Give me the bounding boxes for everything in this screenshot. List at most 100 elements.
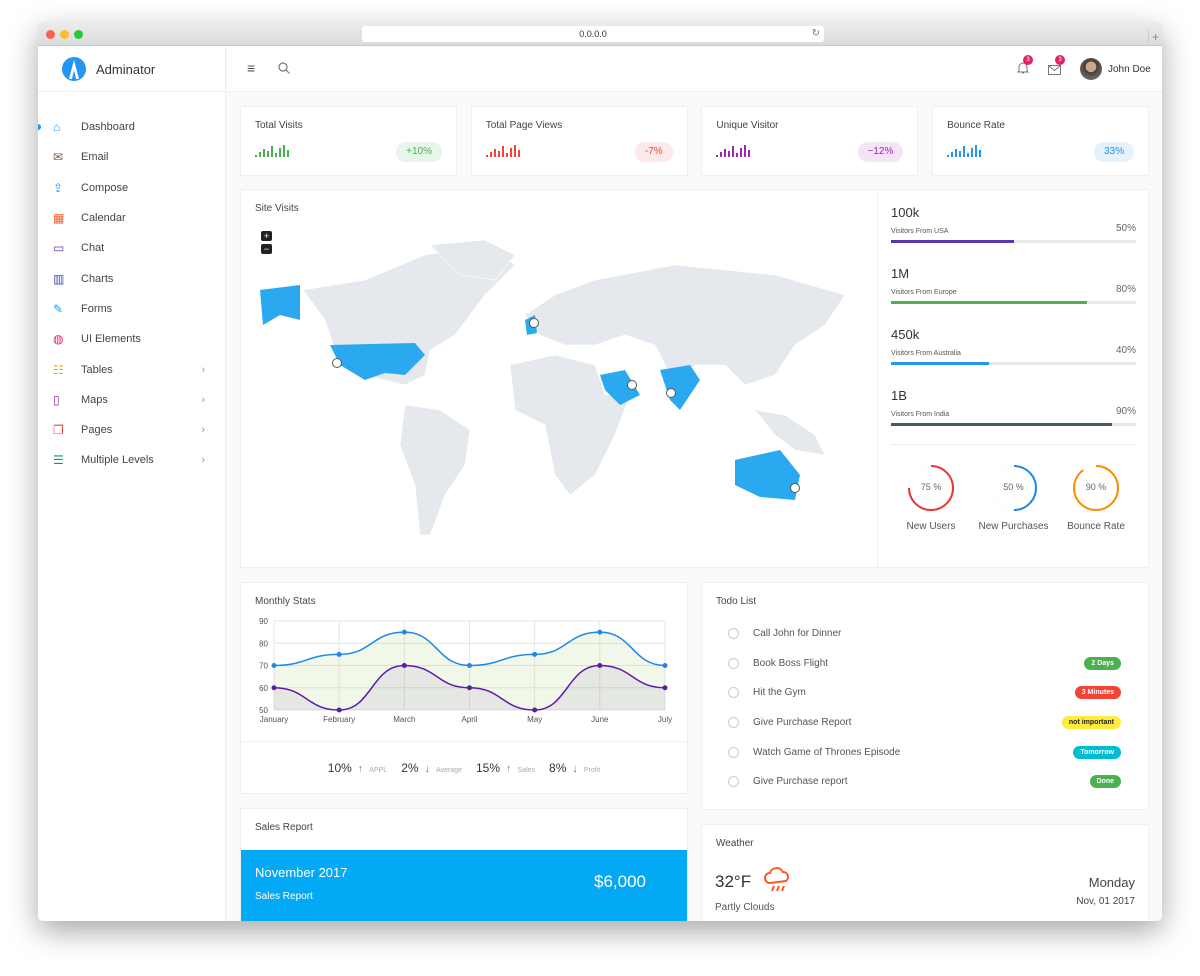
sidebar-item-label: Dashboard <box>81 121 135 134</box>
search-icon[interactable] <box>278 62 290 74</box>
main-content: Total Visits +10% Total Page Views -7% Uniqu… <box>227 93 1162 921</box>
map-zoom-in-button[interactable]: + <box>261 231 272 241</box>
notifications-button[interactable]: 3 <box>1016 55 1033 79</box>
address-bar[interactable]: 0.0.0.0 ↻ <box>362 26 824 42</box>
series-area <box>274 632 665 710</box>
arrow-down-icon: ↓ <box>424 763 431 775</box>
sparkline-chart <box>255 143 289 157</box>
maximize-window-button[interactable] <box>74 30 83 39</box>
data-point[interactable] <box>336 651 342 657</box>
region-stat: 450k Visitors From Australia 40% <box>891 327 1136 365</box>
summary-value: 15% <box>476 761 501 775</box>
sidebar-item-label: Chat <box>81 242 105 255</box>
sidebar-item-label: Compose <box>81 181 129 194</box>
sidebar-item-multiple-levels[interactable]: ☰ Multiple Levels › <box>38 445 225 475</box>
data-point[interactable] <box>271 685 277 691</box>
stat-title: Total Visits <box>255 120 303 131</box>
summary-value: 8% <box>549 761 567 775</box>
brand-name: Adminator <box>96 61 156 77</box>
user-menu[interactable]: John Doe <box>1080 58 1151 80</box>
stat-title: Total Page Views <box>485 120 563 131</box>
sidebar-nav: ⌂ Dashboard ✉ Email ⇪ Compose ▦ Calendar ▭ Chat ▥ C… <box>38 92 225 476</box>
todo-checkbox[interactable] <box>728 687 739 699</box>
map-eurasia <box>524 264 846 386</box>
top-header: ≡ 3 3 John Doe <box>227 47 1162 92</box>
minimize-window-button[interactable] <box>60 30 69 39</box>
region-progress-bar <box>891 362 1136 365</box>
data-point[interactable] <box>597 663 603 668</box>
data-point[interactable] <box>597 629 603 635</box>
bar-chart-icon: ▥ <box>53 271 65 286</box>
sales-subtitle: Sales Report <box>255 891 313 902</box>
sparkline-chart <box>947 143 982 157</box>
brand-logo[interactable]: Adminator <box>38 47 225 92</box>
sidebar-item-chat[interactable]: ▭ Chat <box>38 233 225 263</box>
cloud-rain-icon <box>764 867 789 892</box>
map-usa <box>330 343 425 380</box>
sidebar-item-pages[interactable]: ❐ Pages › <box>38 415 225 445</box>
sidebar-item-dashboard[interactable]: ⌂ Dashboard <box>38 112 225 142</box>
todo-checkbox[interactable] <box>728 657 739 669</box>
stat-title: Unique Visitor <box>716 120 779 131</box>
data-point[interactable] <box>467 685 472 691</box>
todo-checkbox[interactable] <box>728 746 739 758</box>
home-icon: ⌂ <box>53 120 61 135</box>
todo-checkbox[interactable] <box>728 776 739 788</box>
gauge-ring <box>990 465 1037 511</box>
summary-value: 2% <box>401 761 419 775</box>
todo-item: Give Purchase Report not important <box>728 708 1121 738</box>
chevron-right-icon: › <box>201 454 205 467</box>
sidebar-item-tables[interactable]: ☷ Tables › <box>38 354 225 384</box>
sidebar-item-label: UI Elements <box>81 333 141 346</box>
data-point[interactable] <box>336 707 342 713</box>
todo-checkbox[interactable] <box>728 628 739 640</box>
gauge-label: New Users <box>906 521 956 532</box>
todo-badge: not important <box>1061 716 1121 730</box>
gauge-ring <box>1073 465 1119 511</box>
sidebar-item-compose[interactable]: ⇪ Compose <box>38 173 225 203</box>
region-progress-bar <box>891 423 1136 426</box>
todo-checkbox[interactable] <box>728 717 739 729</box>
map-indonesia <box>754 409 826 456</box>
messages-count-badge: 3 <box>1055 55 1065 65</box>
data-point[interactable] <box>467 663 472 668</box>
reload-icon[interactable]: ↻ <box>811 28 820 39</box>
region-label: Visitors From Australia <box>891 350 961 357</box>
data-point[interactable] <box>662 663 668 668</box>
stat-title: Bounce Rate <box>947 120 1005 131</box>
map-zoom-out-button[interactable]: − <box>261 244 272 254</box>
sales-report-card: Sales Report November 2017 Sales Report … <box>240 808 688 921</box>
summary-label: Profit <box>583 767 601 774</box>
gauge-label: New Purchases <box>978 521 1049 532</box>
sidebar-item-calendar[interactable]: ▦ Calendar <box>38 203 225 233</box>
card-title: Monthly Stats <box>255 596 316 607</box>
data-point[interactable] <box>401 629 407 635</box>
data-point[interactable] <box>662 685 668 691</box>
gauge-value: 90 % <box>1085 482 1107 492</box>
stat-card-unique-visitor: Unique Visitor ~12% <box>701 106 919 176</box>
sparkline-chart <box>716 143 751 157</box>
messages-button[interactable]: 3 <box>1048 55 1065 80</box>
todo-badge: Done <box>1089 775 1121 789</box>
y-tick-label: 80 <box>259 639 268 648</box>
todo-badge: 3 Minutes <box>1074 686 1121 700</box>
sidebar-item-ui-elements[interactable]: ◍ UI Elements <box>38 324 225 354</box>
data-point[interactable] <box>532 707 538 713</box>
new-tab-button[interactable]: + <box>1148 30 1162 46</box>
sidebar-item-maps[interactable]: ▯ Maps › <box>38 385 225 415</box>
data-point[interactable] <box>532 651 538 657</box>
close-window-button[interactable] <box>46 30 55 39</box>
data-point[interactable] <box>401 663 407 668</box>
sidebar-item-email[interactable]: ✉ Email <box>38 142 225 172</box>
sidebar-item-charts[interactable]: ▥ Charts <box>38 263 225 293</box>
gauge-new-purchases: 50 % New Purchases <box>974 463 1054 532</box>
data-point[interactable] <box>271 663 277 668</box>
x-tick-label: January <box>260 715 288 724</box>
menu-toggle-icon[interactable]: ≡ <box>247 60 256 76</box>
todo-item: Call John for Dinner <box>728 619 1121 649</box>
files-icon: ❐ <box>53 423 64 438</box>
world-map[interactable] <box>255 235 865 545</box>
sidebar-item-forms[interactable]: ✎ Forms <box>38 294 225 324</box>
summary-label: APPL <box>369 767 388 774</box>
x-tick-label: May <box>527 715 542 724</box>
